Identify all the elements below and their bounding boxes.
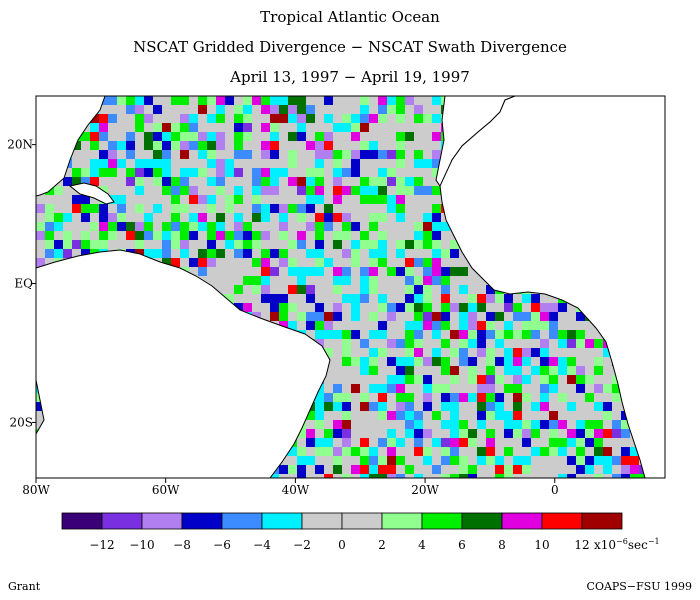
colorbar-swatch [581, 512, 623, 530]
colorbar-label: 2 [378, 538, 386, 552]
lat-tick-label: 20N [7, 138, 33, 152]
map-title: Tropical Atlantic Ocean [260, 8, 440, 26]
colorbar-swatch [301, 512, 343, 530]
colorbar-swatch [101, 512, 143, 530]
author-credit: Grant [8, 580, 41, 593]
south-america-land [36, 249, 331, 478]
axis-ticks: 80W 60W 40W 20W 0 20N EQ 20S [7, 138, 558, 497]
africa-land [439, 96, 665, 478]
lon-tick-label: 60W [152, 483, 180, 497]
map-frame [35, 95, 666, 479]
colorbar-swatch [461, 512, 503, 530]
colorbar-label: 12 [574, 538, 589, 552]
colorbar-label: −2 [293, 538, 311, 552]
colorbar-swatch [341, 512, 383, 530]
colorbar-swatch [141, 512, 183, 530]
colorbar-label: 8 [498, 538, 506, 552]
lon-tick-label: 80W [22, 483, 50, 497]
colorbar-label: −10 [129, 538, 154, 552]
colorbar-swatch [501, 512, 543, 530]
lat-tick-label: 20S [10, 415, 34, 429]
colorbar-label: 0 [338, 538, 346, 552]
colorbar-label: 6 [458, 538, 466, 552]
colorbar-swatch [381, 512, 423, 530]
map-subtitle: NSCAT Gridded Divergence − NSCAT Swath D… [133, 38, 567, 56]
north-america-land [36, 96, 106, 197]
colorbar-swatch [61, 512, 103, 530]
lat-tick-label: EQ [14, 277, 33, 291]
colorbar-label: −4 [253, 538, 271, 552]
colorbar-label: −6 [213, 538, 231, 552]
colorbar-swatch [181, 512, 223, 530]
colorbar-swatch [421, 512, 463, 530]
lon-tick-label: 0 [551, 483, 559, 497]
colorbar-swatch [541, 512, 583, 530]
organization-credit: COAPS−FSU 1999 [586, 580, 692, 593]
lon-tick-label: 20W [411, 483, 439, 497]
colorbar-label: 10 [534, 538, 549, 552]
colorbar-units: x10−6sec−1 [594, 537, 660, 552]
colorbar-label: 4 [418, 538, 426, 552]
colorbar-swatch [221, 512, 263, 530]
colorbar: −12 −10 −8 −6 −4 −2 0 2 4 6 8 10 12 x10−6sec−1 [61, 512, 660, 552]
cuba-island [68, 182, 115, 205]
colorbar-label: −8 [173, 538, 191, 552]
colorbar-swatch [261, 512, 303, 530]
map-date-range: April 13, 1997 − April 19, 1997 [230, 68, 470, 86]
lon-tick-label: 40W [282, 483, 310, 497]
colorbar-label: −12 [89, 538, 114, 552]
